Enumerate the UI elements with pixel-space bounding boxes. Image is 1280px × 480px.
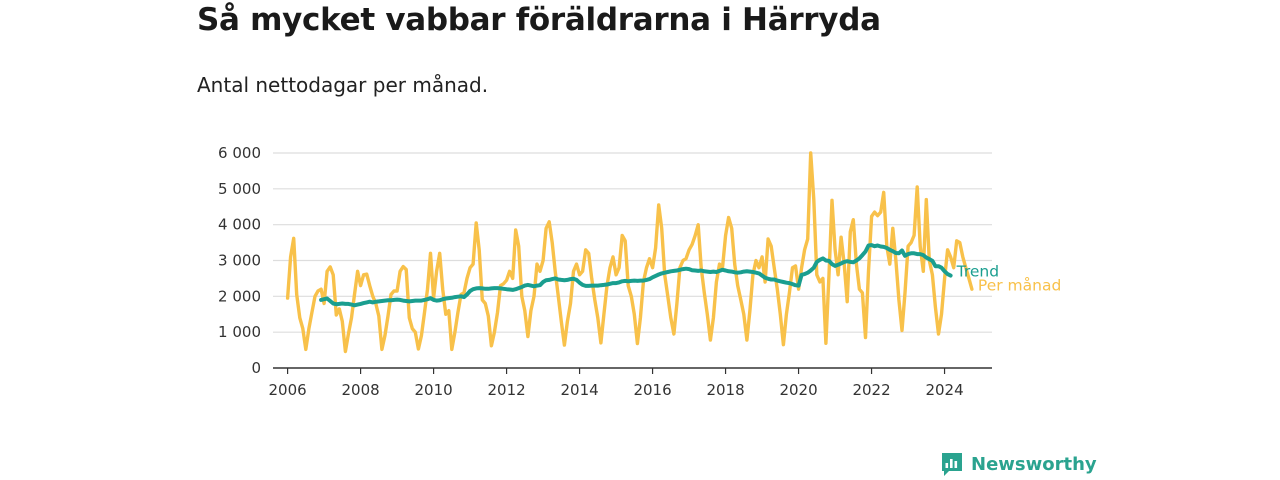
y-tick-label: 5 000 bbox=[218, 180, 261, 198]
brand-name: Newsworthy bbox=[971, 454, 1097, 475]
x-tick-label: 2010 bbox=[414, 381, 452, 399]
newsworthy-logo[interactable]: Newsworthy bbox=[940, 451, 1097, 478]
y-tick-label: 1 000 bbox=[218, 323, 261, 341]
x-tick-label: 2006 bbox=[269, 381, 307, 399]
chart-subtitle: Antal nettodagar per månad. bbox=[197, 73, 489, 97]
x-tick-label: 2020 bbox=[779, 381, 817, 399]
series-lines bbox=[285, 151, 974, 354]
y-tick-label: 3 000 bbox=[218, 252, 261, 270]
legend-monthly-label: Per månad bbox=[978, 277, 1061, 295]
x-tick-label: 2014 bbox=[560, 381, 598, 399]
legend-trend-label: Trend bbox=[956, 263, 999, 281]
y-tick-label: 0 bbox=[251, 359, 261, 377]
trend-line bbox=[319, 243, 953, 308]
x-tick-label: 2008 bbox=[342, 381, 380, 399]
monthly-line bbox=[285, 151, 974, 354]
chart-title: Så mycket vabbar föräldrarna i Härryda bbox=[197, 2, 881, 38]
axes: 0 1 000 2 000 3 000 4 000 5 000 6 000 2006 2008 2… bbox=[218, 144, 992, 399]
x-tick-label: 2022 bbox=[852, 381, 890, 399]
newsworthy-icon bbox=[942, 453, 962, 476]
x-tick-label: 2016 bbox=[633, 381, 671, 399]
y-tick-label: 4 000 bbox=[218, 216, 261, 234]
y-tick-label: 2 000 bbox=[218, 287, 261, 305]
x-tick-label: 2012 bbox=[487, 381, 525, 399]
x-tick-label: 2018 bbox=[706, 381, 744, 399]
y-tick-label: 6 000 bbox=[218, 144, 261, 162]
x-tick-label: 2024 bbox=[925, 381, 963, 399]
